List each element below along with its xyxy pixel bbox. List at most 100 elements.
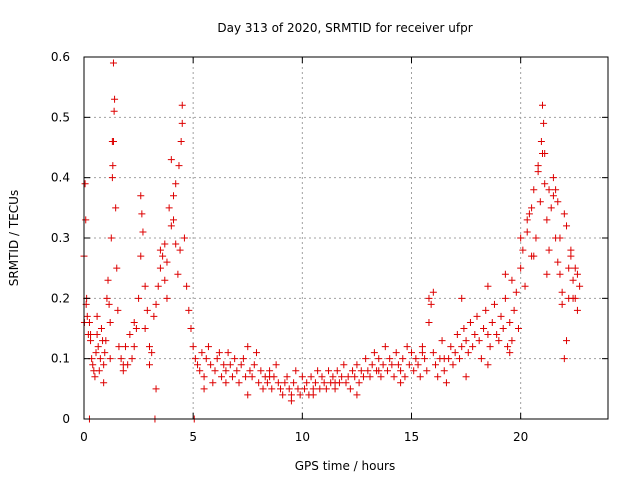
data-point (316, 385, 324, 393)
data-point (423, 367, 431, 375)
data-point (246, 367, 254, 375)
data-point (191, 355, 199, 363)
data-point (130, 343, 138, 351)
data-point (368, 361, 376, 369)
data-point (152, 385, 160, 393)
data-point (106, 355, 114, 363)
data-point (386, 355, 394, 363)
data-point (403, 343, 411, 351)
data-point (178, 119, 186, 127)
data-point (233, 367, 241, 375)
data-point (138, 210, 146, 218)
data-point (152, 300, 160, 308)
data-point (296, 391, 304, 399)
chart-title: Day 313 of 2020, SRMTID for receiver ufp… (217, 21, 472, 35)
data-point (100, 379, 108, 387)
data-point (475, 337, 483, 345)
data-point (103, 294, 111, 302)
data-point (560, 210, 568, 218)
data-point (397, 367, 405, 375)
data-point (83, 312, 91, 320)
data-point (495, 337, 503, 345)
data-point (366, 373, 374, 381)
x-tick-label: 15 (404, 430, 419, 444)
data-point (539, 101, 546, 109)
data-point (94, 343, 102, 351)
data-point (112, 204, 120, 212)
data-point (453, 331, 461, 339)
data-point (543, 270, 551, 278)
data-point (346, 385, 354, 393)
data-point (344, 373, 352, 381)
data-point (266, 373, 274, 381)
data-point (89, 361, 97, 369)
data-point (425, 294, 433, 302)
data-point (440, 367, 448, 375)
data-point (517, 234, 525, 242)
data-point (303, 379, 311, 387)
data-point (569, 276, 577, 284)
data-point (156, 246, 164, 254)
data-point (91, 373, 99, 381)
data-point (146, 343, 153, 351)
data-point (388, 361, 396, 369)
data-point (377, 373, 385, 381)
data-point (180, 234, 188, 242)
data-point (117, 355, 125, 363)
data-point (466, 318, 474, 326)
data-point (418, 349, 426, 357)
data-point (309, 391, 317, 399)
data-point (101, 349, 109, 357)
data-point (161, 240, 169, 248)
x-tick-label: 0 (80, 430, 88, 444)
data-point (490, 300, 498, 308)
data-point (477, 355, 485, 363)
data-point (519, 246, 527, 254)
data-point (357, 367, 365, 375)
data-point (432, 361, 440, 369)
data-point (458, 294, 466, 302)
data-point (202, 355, 210, 363)
data-point (139, 228, 147, 236)
data-point (484, 331, 492, 339)
data-point (508, 276, 516, 284)
data-point (471, 331, 479, 339)
data-point (226, 361, 234, 369)
data-point (174, 270, 182, 278)
data-point (198, 349, 206, 357)
data-point (558, 288, 566, 296)
data-point (187, 325, 195, 332)
data-point (493, 331, 501, 339)
data-point (255, 379, 263, 387)
data-point (82, 216, 90, 224)
data-point (545, 246, 553, 254)
data-point (563, 222, 571, 230)
data-point (484, 282, 492, 290)
data-point (287, 397, 295, 405)
data-point (556, 270, 564, 278)
data-point (399, 355, 407, 363)
data-point (340, 361, 348, 369)
data-point (150, 312, 158, 320)
data-point (194, 361, 202, 369)
data-point (379, 361, 387, 369)
data-point (119, 367, 127, 375)
axis-ticks (83, 56, 608, 420)
data-point (111, 95, 119, 103)
data-point (87, 331, 95, 339)
data-point (438, 337, 446, 345)
data-point (110, 107, 118, 115)
data-point (135, 294, 143, 302)
data-point (87, 337, 95, 345)
data-point (143, 306, 151, 314)
data-point (567, 252, 575, 260)
data-point (510, 306, 518, 314)
data-point (418, 343, 426, 351)
data-point (309, 385, 317, 393)
data-point (541, 180, 549, 188)
axis-tick-labels: 0 5 10 15 20 0 0.1 0.2 0.3 0.4 0.5 0.6 (51, 50, 528, 444)
y-tick-label: 0.1 (51, 352, 70, 366)
data-point (383, 367, 391, 375)
data-point (128, 355, 136, 363)
